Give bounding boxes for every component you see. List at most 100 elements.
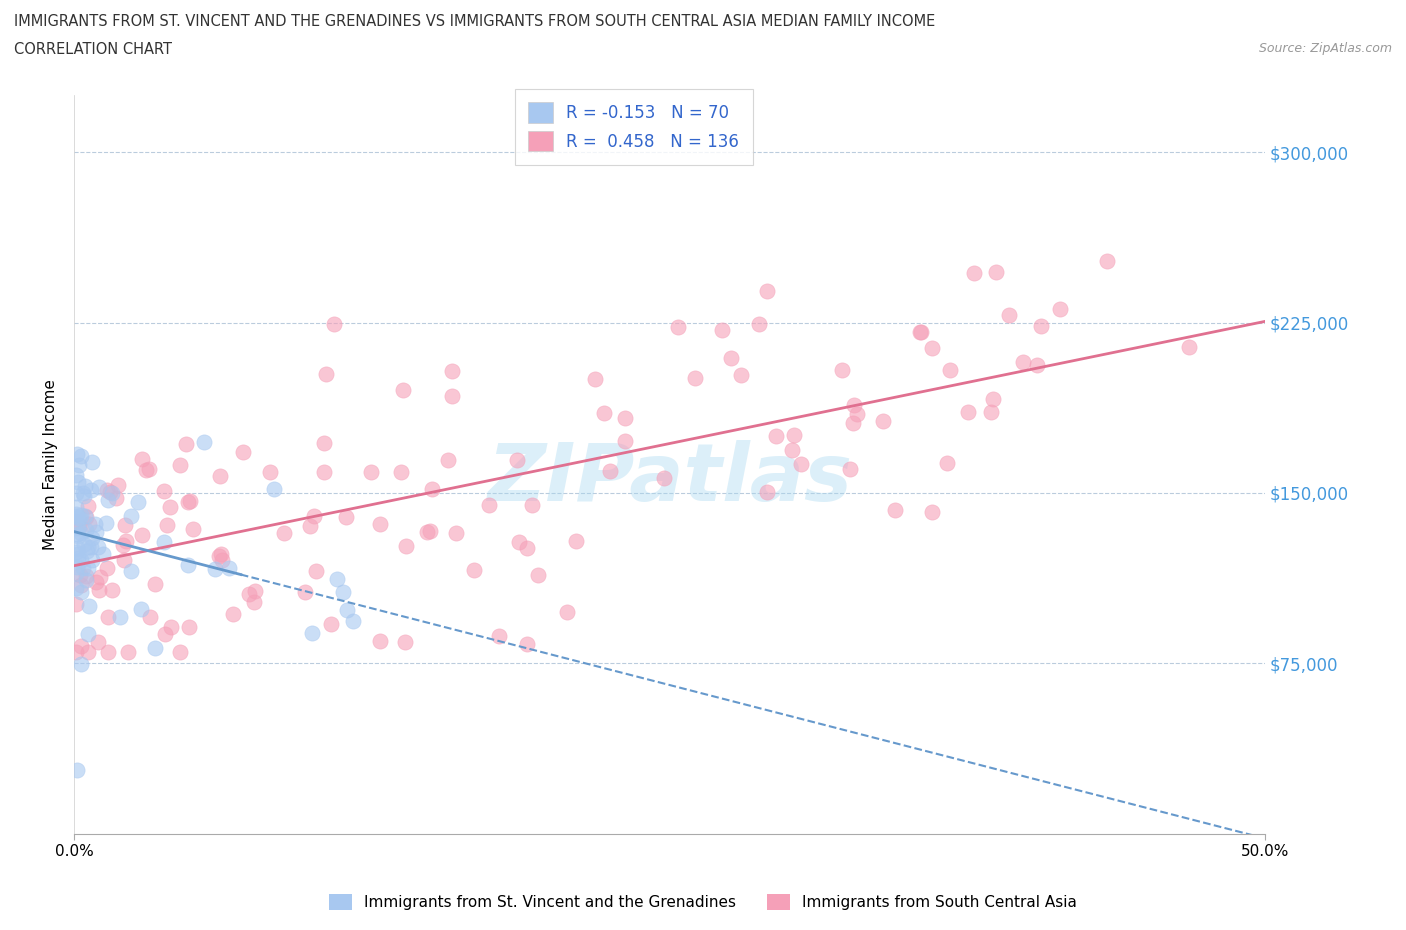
Point [416,525,439,539]
Point [72,560,94,575]
Point [87,582,110,597]
Point [127,495,149,510]
Point [301,626,323,641]
Point [120,564,142,578]
Point [218,561,240,576]
Point [97,492,120,507]
Point [129,601,152,616]
Point [245,583,267,598]
Point [155,518,177,533]
Point [76,627,98,642]
Point [75,523,97,538]
Point [506,453,529,468]
Point [336,603,359,618]
Point [790,457,813,472]
Point [302,509,325,524]
Point [845,406,868,421]
Point [65,644,87,659]
Point [117,644,139,659]
Point [135,463,157,478]
Point [666,320,689,335]
Point [75,479,97,494]
Point [520,498,543,512]
Point [80,455,103,470]
Point [67,521,90,536]
Point [66,529,89,544]
Point [65,580,87,595]
Point [70,639,93,654]
Point [94,516,117,531]
Point [842,397,865,412]
Point [208,549,231,564]
Point [120,509,142,524]
Point [69,657,91,671]
Point [177,495,200,510]
Point [65,468,87,483]
Point [177,620,200,635]
Point [160,619,183,634]
Point [478,498,501,512]
Point [65,513,87,528]
Point [921,341,943,356]
Point [204,562,226,577]
Point [66,540,89,555]
Point [75,573,97,588]
Point [87,635,110,650]
Point [97,644,120,659]
Point [80,552,103,567]
Point [174,436,197,451]
Point [193,434,215,449]
Point [66,763,89,777]
Point [80,539,103,554]
Point [756,485,779,499]
Point [70,578,93,592]
Point [76,544,98,559]
Point [872,413,894,428]
Point [986,265,1008,280]
Point [1095,253,1118,268]
Point [488,629,510,644]
Point [232,445,254,460]
Point [65,485,87,500]
Point [77,516,100,531]
Point [72,489,94,504]
Point [77,498,100,513]
Point [921,505,943,520]
Point [73,537,96,551]
Point [463,563,485,578]
Point [66,551,89,565]
Point [70,552,93,567]
Point [263,482,285,497]
Point [392,382,415,397]
Point [730,367,752,382]
Point [583,371,606,386]
Point [69,567,91,582]
Point [66,446,89,461]
Point [321,617,343,631]
Point [957,405,980,419]
Point [153,535,176,550]
Point [96,561,118,576]
Point [322,316,344,331]
Point [211,552,233,567]
Point [368,516,391,531]
Point [67,519,90,534]
Point [72,485,94,500]
Point [70,508,93,523]
Point [65,560,87,575]
Point [980,405,1002,419]
Point [508,535,530,550]
Point [389,465,412,480]
Point [67,511,90,525]
Point [335,510,357,525]
Point [997,308,1019,323]
Point [77,539,100,554]
Point [86,539,108,554]
Point [104,491,127,506]
Point [564,534,586,549]
Point [444,525,467,540]
Point [101,485,124,500]
Point [84,525,107,539]
Point [77,599,100,614]
Text: ZIPatlas: ZIPatlas [486,440,852,518]
